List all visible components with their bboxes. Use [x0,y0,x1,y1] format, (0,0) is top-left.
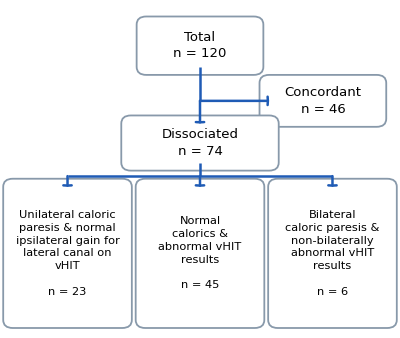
Text: Concordant
n = 46: Concordant n = 46 [284,86,361,116]
Text: Unilateral caloric
paresis & normal
ipsilateral gain for
lateral canal on
vHIT

: Unilateral caloric paresis & normal ipsi… [16,210,120,297]
Text: Total
n = 120: Total n = 120 [173,31,227,61]
FancyBboxPatch shape [260,75,386,127]
FancyBboxPatch shape [136,179,264,328]
FancyBboxPatch shape [121,116,279,171]
FancyBboxPatch shape [137,17,263,75]
Text: Dissociated
n = 74: Dissociated n = 74 [162,128,238,158]
FancyBboxPatch shape [3,179,132,328]
FancyBboxPatch shape [268,179,397,328]
Text: Bilateral
caloric paresis &
non-bilaterally
abnormal vHIT
results

n = 6: Bilateral caloric paresis & non-bilatera… [285,210,380,297]
Text: Normal
calorics &
abnormal vHIT
results

n = 45: Normal calorics & abnormal vHIT results … [158,216,242,290]
